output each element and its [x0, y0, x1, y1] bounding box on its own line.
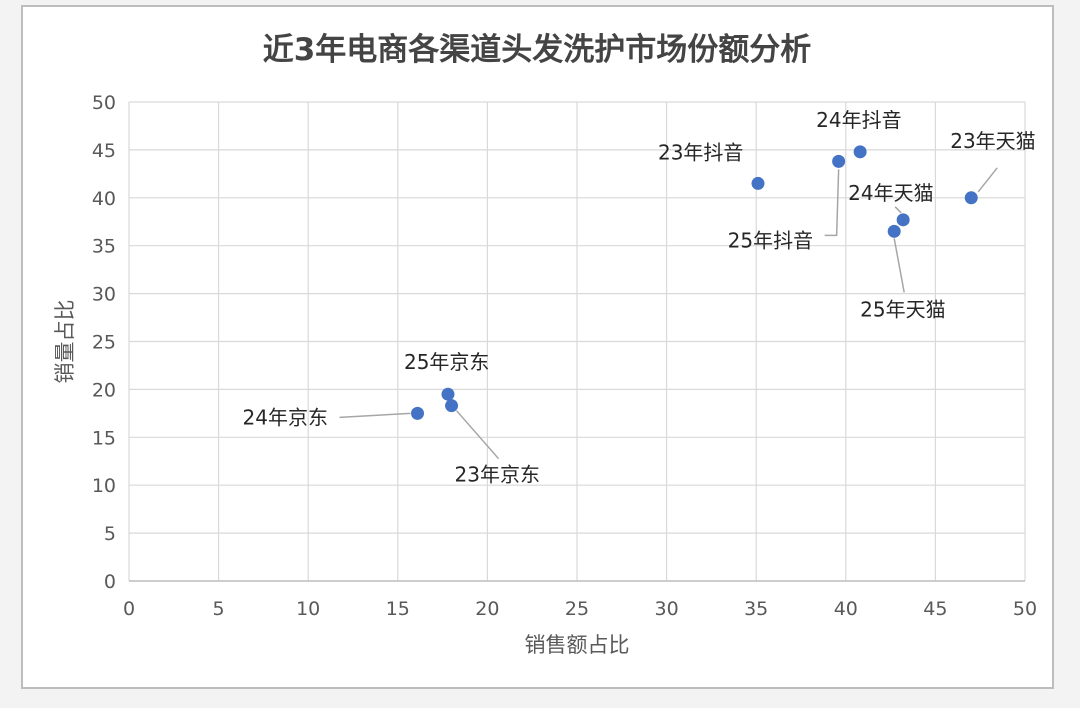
label-leader-line [824, 169, 840, 237]
x-tick-label: 10 [296, 598, 320, 620]
data-point [832, 154, 846, 168]
y-axis-title: 销量占比 [53, 300, 77, 384]
data-point [896, 213, 910, 227]
x-tick-label: 15 [386, 598, 410, 620]
x-tick-label: 5 [213, 598, 225, 620]
data-label: 23年天猫 [950, 129, 1035, 153]
x-tick-label: 30 [655, 598, 679, 620]
chart-title: 近3年电商各渠道头发洗护市场份额分析 [262, 32, 812, 68]
data-point [411, 406, 425, 420]
label-leader-line [893, 238, 905, 293]
data-point [964, 191, 978, 205]
y-tick-label: 10 [92, 475, 116, 497]
y-tick-labels: 0 5 10 15 20 25 30 35 40 45 50 [92, 92, 116, 593]
x-tick-label: 45 [923, 598, 947, 620]
data-label: 24年京东 [243, 405, 328, 429]
data-labels: 23年抖音 24年抖音 25年抖音 23年天猫 24年天猫 25年天猫 25年京东 24年京东… [243, 108, 1036, 487]
y-tick-label: 50 [92, 92, 116, 114]
data-label: 25年京东 [404, 350, 489, 374]
y-tick-label: 20 [92, 379, 116, 401]
data-label: 23年京东 [455, 463, 540, 487]
y-tick-label: 25 [92, 332, 116, 354]
chart-frame [21, 5, 1054, 689]
label-leader-line [455, 410, 500, 460]
x-tick-label: 25 [565, 598, 589, 620]
x-axis-title: 销售额占比 [525, 633, 630, 657]
data-label: 24年抖音 [816, 108, 901, 132]
y-tick-label: 0 [104, 571, 116, 593]
label-leader-line [339, 412, 411, 419]
data-label: 25年天猫 [860, 297, 945, 321]
data-point [445, 399, 459, 413]
data-label: 25年抖音 [728, 228, 813, 252]
x-tick-label: 0 [123, 598, 135, 620]
x-tick-label: 35 [744, 598, 768, 620]
label-leader-lines [339, 167, 998, 460]
x-tick-labels: 0 5 10 15 20 25 30 35 40 45 50 [123, 598, 1037, 620]
label-leader-line [977, 167, 998, 193]
data-point [853, 145, 867, 159]
data-label: 23年抖音 [658, 140, 743, 164]
data-point [441, 387, 455, 401]
label-leader-line [894, 206, 902, 214]
y-tick-label: 5 [104, 523, 116, 545]
data-label: 24年天猫 [848, 181, 933, 205]
y-tick-label: 45 [92, 140, 116, 162]
y-tick-label: 15 [92, 427, 116, 449]
data-point [887, 224, 901, 238]
data-point [751, 176, 765, 190]
x-tick-label: 40 [834, 598, 858, 620]
x-tick-label: 20 [475, 598, 499, 620]
grid-lines [128, 101, 1026, 582]
data-points [411, 145, 978, 420]
y-tick-label: 30 [92, 284, 116, 306]
x-tick-label: 50 [1013, 598, 1037, 620]
y-tick-label: 40 [92, 188, 116, 210]
y-tick-label: 35 [92, 236, 116, 258]
